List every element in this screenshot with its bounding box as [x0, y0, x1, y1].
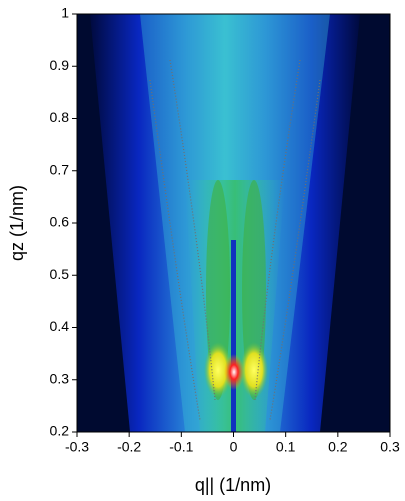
- y-tick-label: 0.5: [50, 266, 70, 282]
- y-tick-label: 0.4: [50, 318, 70, 334]
- y-tick-label: 0.6: [50, 214, 70, 230]
- x-tick-label: -0.2: [117, 439, 141, 455]
- x-tick-label: 0: [230, 439, 238, 455]
- y-tick-label: 1: [61, 5, 69, 21]
- x-tick-label: 0.2: [328, 439, 348, 455]
- x-tick-label: 0.1: [276, 439, 296, 455]
- y-tick-label: 0.9: [50, 57, 70, 73]
- scattering-image: [77, 14, 390, 432]
- y-tick-label: 0.2: [50, 423, 70, 439]
- y-tick-label: 0.7: [50, 161, 70, 177]
- y-axis-label: qz (1/nm): [7, 185, 27, 261]
- x-tick-label: -0.1: [169, 439, 193, 455]
- x-tick-label: -0.3: [65, 439, 89, 455]
- x-axis-label: q|| (1/nm): [195, 475, 271, 495]
- y-tick-label: 0.3: [50, 370, 70, 386]
- x-tick-label: 0.3: [380, 439, 400, 455]
- y-tick-label: 0.8: [50, 109, 70, 125]
